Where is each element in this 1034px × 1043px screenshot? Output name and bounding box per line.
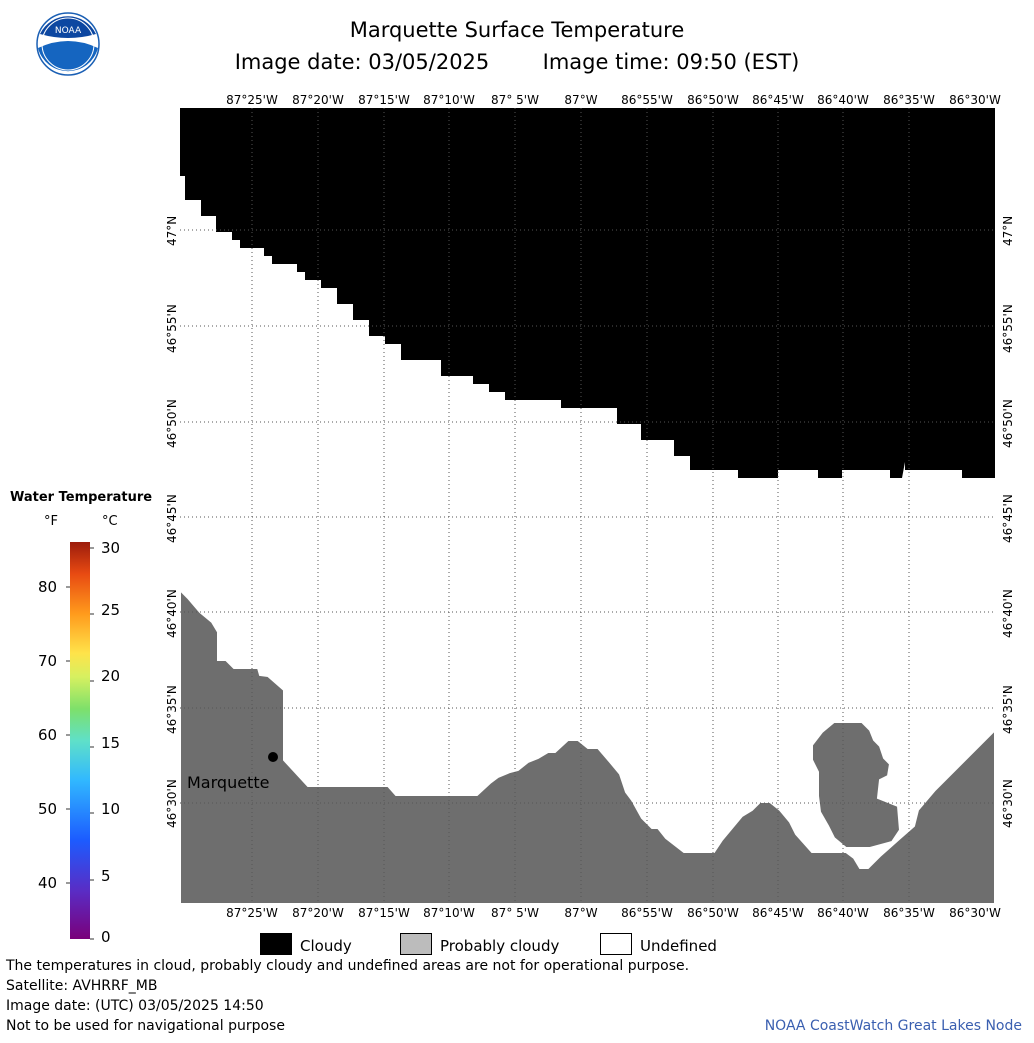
- legend-swatch-cloudy: [260, 933, 292, 955]
- lon-label: 87°15'W: [358, 93, 410, 107]
- lon-label: 86°45'W: [752, 93, 804, 107]
- f-tick: 70: [38, 652, 58, 670]
- lon-label: 86°50'W: [687, 906, 739, 920]
- lon-label: 86°30'W: [949, 93, 1001, 107]
- marquette-marker: [268, 752, 278, 762]
- island-region: [811, 721, 902, 849]
- lon-label: 86°30'W: [949, 906, 1001, 920]
- legend-label-cloudy: Cloudy: [300, 937, 352, 955]
- satellite-text: Satellite: AVHRRF_MB: [6, 978, 158, 994]
- lon-label: 87° 5'W: [491, 906, 539, 920]
- c-tick: 25: [101, 601, 121, 619]
- lat-label: 46°55'N: [1001, 304, 1015, 353]
- c-tick: 20: [101, 667, 121, 685]
- map-panel: [180, 108, 995, 904]
- lon-label: 87°20'W: [292, 93, 344, 107]
- lon-label: 86°40'W: [817, 906, 869, 920]
- top-longitude-labels: 87°25'W 87°20'W 87°15'W 87°10'W 87° 5'W …: [0, 93, 1034, 109]
- image-datetime: Image date: 03/05/2025 Image time: 09:50…: [0, 50, 1034, 74]
- lon-label: 86°35'W: [883, 906, 935, 920]
- lon-label: 87°25'W: [226, 906, 278, 920]
- unit-celsius: °C: [102, 514, 118, 529]
- disclaimer-text: The temperatures in cloud, probably clou…: [6, 958, 690, 974]
- image-time: Image time: 09:50 (EST): [542, 50, 800, 74]
- c-tick: 30: [101, 539, 121, 557]
- bottom-longitude-labels: 87°25'W 87°20'W 87°15'W 87°10'W 87° 5'W …: [0, 906, 1034, 922]
- utc-date-text: Image date: (UTC) 03/05/2025 14:50: [6, 998, 264, 1014]
- legend-swatch-probably-cloudy: [400, 933, 432, 955]
- lat-label: 46°30'N: [165, 779, 179, 828]
- lon-label: 87°10'W: [423, 906, 475, 920]
- f-tick: 40: [38, 874, 58, 892]
- legend-swatch-undefined: [600, 933, 632, 955]
- colorbar-title: Water Temperature: [10, 490, 153, 505]
- lat-label: 47°N: [165, 215, 179, 246]
- c-tick: 0: [101, 928, 111, 946]
- credit-text: NOAA CoastWatch Great Lakes Node: [764, 1018, 1022, 1034]
- lon-label: 86°35'W: [883, 93, 935, 107]
- city-label: Marquette: [187, 773, 270, 792]
- unit-fahrenheit: °F: [44, 514, 58, 529]
- lon-label: 87°15'W: [358, 906, 410, 920]
- lat-label: 46°50'N: [165, 399, 179, 448]
- lon-label: 87°W: [564, 93, 598, 107]
- lon-label: 86°55'W: [621, 93, 673, 107]
- lat-label: 46°35'N: [165, 685, 179, 734]
- logo-text: NOAA: [55, 26, 82, 36]
- lat-label: 46°40'N: [165, 589, 179, 638]
- lat-label: 46°45'N: [165, 494, 179, 543]
- lat-label: 47°N: [1001, 215, 1015, 246]
- c-tick: 5: [101, 867, 111, 885]
- navigation-warning: Not to be used for navigational purpose: [6, 1018, 285, 1034]
- lon-label: 87° 5'W: [491, 93, 539, 107]
- lon-label: 86°55'W: [621, 906, 673, 920]
- lon-label: 86°45'W: [752, 906, 804, 920]
- legend-label-probably-cloudy: Probably cloudy: [440, 937, 560, 955]
- land-region: [180, 588, 995, 904]
- lon-label: 87°W: [564, 906, 598, 920]
- lat-label: 46°55'N: [165, 304, 179, 353]
- lat-label: 46°35'N: [1001, 685, 1015, 734]
- colorbar: [66, 542, 94, 940]
- lat-label: 46°50'N: [1001, 399, 1015, 448]
- image-date: Image date: 03/05/2025: [234, 50, 490, 74]
- f-tick: 50: [38, 800, 58, 818]
- lat-label: 46°45'N: [1001, 494, 1015, 543]
- c-tick: 15: [101, 734, 121, 752]
- f-tick: 60: [38, 726, 58, 744]
- noaa-logo: NOAA: [36, 12, 100, 76]
- c-tick: 10: [101, 800, 121, 818]
- lon-label: 87°25'W: [226, 93, 278, 107]
- lon-label: 86°40'W: [817, 93, 869, 107]
- lat-label: 46°40'N: [1001, 589, 1015, 638]
- lon-label: 87°10'W: [423, 93, 475, 107]
- lon-label: 87°20'W: [292, 906, 344, 920]
- f-tick: 80: [38, 578, 58, 596]
- lon-label: 86°50'W: [687, 93, 739, 107]
- page-title: Marquette Surface Temperature: [349, 18, 685, 42]
- graticule: [180, 108, 995, 904]
- legend-label-undefined: Undefined: [640, 937, 717, 955]
- colorbar-gradient: [70, 542, 90, 939]
- lat-label: 46°30'N: [1001, 779, 1015, 828]
